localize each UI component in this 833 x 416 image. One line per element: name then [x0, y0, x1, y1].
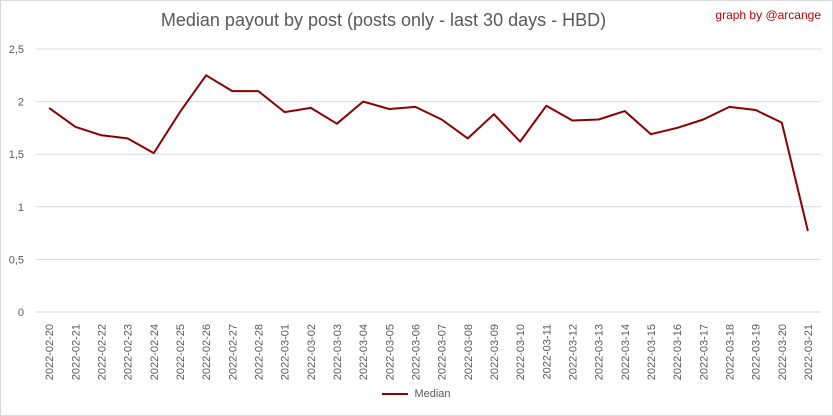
x-tick-label: 2022-02-23	[123, 324, 135, 380]
series-layer	[48, 74, 809, 232]
x-tick-label: 2022-03-15	[646, 324, 658, 380]
x-tick-label: 2022-03-19	[751, 324, 763, 380]
y-tick-label: 2	[18, 97, 24, 109]
legend-swatch-median	[382, 393, 409, 395]
y-axis-ticks: 0 0,5 1 1,5 2 2,5	[9, 44, 24, 319]
x-tick-label: 2022-03-17	[698, 324, 710, 380]
x-tick-label: 2022-02-25	[175, 324, 187, 380]
x-tick-label: 2022-02-28	[253, 324, 265, 380]
x-tick-label: 2022-03-09	[489, 324, 501, 380]
x-tick-label: 2022-03-08	[463, 324, 475, 380]
x-tick-label: 2022-03-11	[541, 324, 553, 379]
y-tick-label: 1	[18, 202, 24, 214]
legend: Median	[0, 388, 833, 400]
x-axis-ticks: 2022-02-20 2022-02-21 2022-02-22 2022-02-23…	[44, 324, 815, 380]
legend-label-median: Median	[414, 388, 451, 400]
y-tick-label: 0	[18, 307, 24, 319]
x-tick-label: 2022-02-20	[44, 324, 56, 380]
x-tick-label: 2022-02-27	[227, 324, 239, 380]
x-tick-label: 2022-02-26	[201, 324, 213, 380]
y-tick-label: 0,5	[9, 254, 24, 266]
chart-title: Median payout by post (posts only - last…	[160, 10, 607, 30]
x-tick-label: 2022-03-13	[594, 324, 606, 380]
x-tick-label: 2022-03-05	[384, 324, 396, 380]
series-line-median	[48, 74, 809, 232]
x-tick-label: 2022-03-01	[280, 324, 292, 380]
x-tick-label: 2022-02-21	[70, 324, 82, 380]
gridlines	[36, 48, 821, 313]
x-tick-label: 2022-03-06	[410, 324, 422, 380]
x-tick-label: 2022-03-20	[777, 324, 789, 380]
x-tick-label: 2022-03-12	[567, 324, 579, 380]
x-tick-label: 2022-03-16	[672, 324, 684, 380]
x-tick-label: 2022-03-07	[437, 324, 449, 380]
x-tick-label: 2022-02-22	[96, 324, 108, 380]
x-tick-label: 2022-03-04	[358, 324, 370, 380]
y-tick-label: 1,5	[9, 149, 24, 161]
x-tick-label: 2022-02-24	[149, 324, 161, 380]
x-tick-label: 2022-03-02	[306, 324, 318, 380]
x-tick-label: 2022-03-21	[803, 324, 815, 380]
x-tick-label: 2022-03-10	[515, 324, 527, 380]
y-tick-label: 2,5	[9, 44, 24, 56]
x-tick-label: 2022-03-03	[332, 324, 344, 380]
x-tick-label: 2022-03-18	[724, 324, 736, 380]
x-tick-label: 2022-03-14	[620, 324, 632, 380]
chart-credit: graph by @arcange	[715, 8, 821, 22]
